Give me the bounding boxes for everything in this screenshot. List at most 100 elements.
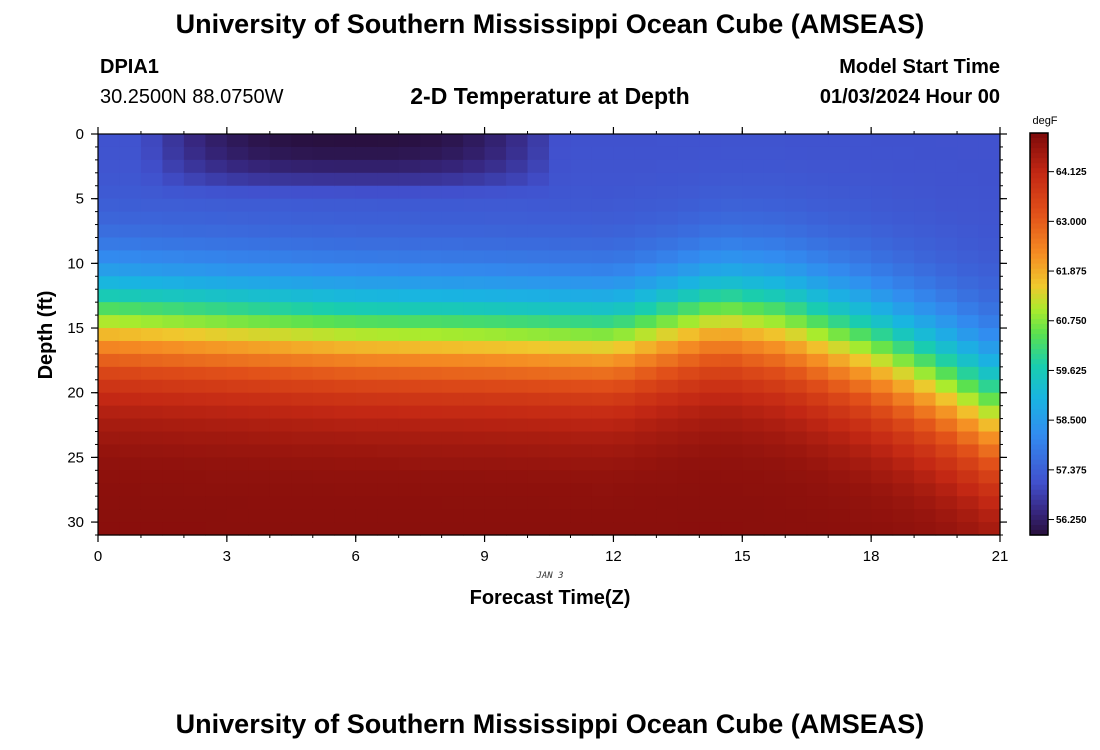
heatmap-cell	[183, 431, 206, 446]
heatmap-cell	[806, 353, 829, 368]
heatmap-cell	[978, 224, 1001, 239]
heatmap-cell	[441, 483, 464, 497]
heatmap-cell	[334, 172, 357, 187]
heatmap-cell	[98, 172, 121, 187]
heatmap-cell	[226, 353, 249, 368]
heatmap-cell	[441, 146, 464, 161]
heatmap-cell	[312, 276, 335, 290]
heatmap-cell	[892, 276, 915, 290]
heatmap-cell	[119, 198, 142, 213]
heatmap-cell	[334, 146, 357, 161]
heatmap-cell	[183, 418, 206, 433]
heatmap-cell	[140, 302, 164, 316]
heatmap-cell	[849, 211, 872, 226]
x-tick-label: 15	[734, 548, 751, 565]
heatmap-cell	[699, 237, 722, 252]
heatmap-cell	[935, 444, 958, 458]
heatmap-cell	[527, 392, 550, 407]
heatmap-cell	[613, 159, 636, 174]
heatmap-cell	[205, 211, 228, 226]
heatmap-cell	[656, 444, 679, 458]
heatmap-cell	[634, 276, 657, 290]
heatmap-cell	[119, 522, 142, 536]
heatmap-cell	[871, 353, 894, 368]
heatmap-cell	[463, 172, 486, 187]
heatmap-cell	[377, 172, 400, 187]
heatmap-cell	[720, 276, 743, 290]
heatmap-cell	[355, 276, 378, 290]
heatmap-cell	[205, 483, 228, 497]
heatmap-cell	[140, 353, 164, 368]
heatmap-cell	[463, 198, 486, 213]
x-tick-label: 12	[605, 548, 622, 565]
heatmap-cell	[591, 315, 615, 329]
heatmap-cell	[806, 366, 829, 381]
heatmap-cell	[248, 340, 271, 355]
heatmap-cell	[914, 237, 937, 252]
heatmap-cell	[527, 444, 550, 458]
colorbar-swatch	[1030, 504, 1048, 511]
colorbar-swatch	[1030, 424, 1048, 431]
heatmap-cell	[269, 444, 292, 458]
x-axis-label: Forecast Time(Z)	[470, 587, 631, 609]
heatmap-cell	[849, 379, 872, 394]
heatmap-cell	[849, 340, 872, 355]
heatmap-cell	[978, 470, 1001, 484]
heatmap-cell	[634, 159, 657, 174]
heatmap-cell	[763, 431, 786, 446]
colorbar-swatch	[1030, 233, 1048, 240]
heatmap-cell	[785, 353, 808, 368]
heatmap-cell	[957, 340, 980, 355]
heatmap-cell	[334, 237, 357, 252]
heatmap-cell	[463, 405, 486, 420]
heatmap-cell	[291, 353, 314, 368]
heatmap-cell	[269, 470, 292, 484]
heatmap-cell	[935, 146, 958, 161]
heatmap-cell	[828, 470, 851, 484]
heatmap-cell	[720, 418, 743, 433]
heatmap-cell	[527, 134, 550, 148]
heatmap-cell	[720, 159, 743, 174]
heatmap-cell	[463, 444, 486, 458]
heatmap-cell	[892, 172, 915, 187]
heatmap-cell	[828, 263, 851, 277]
heatmap-cell	[355, 211, 378, 226]
heatmap-cell	[205, 146, 228, 161]
heatmap-cell	[420, 159, 443, 174]
heatmap-cell	[785, 418, 808, 433]
heatmap-cell	[634, 198, 657, 213]
colorbar-swatch	[1030, 303, 1048, 310]
heatmap-cell	[591, 250, 615, 264]
heatmap-cell	[763, 315, 786, 329]
heatmap-cell	[699, 315, 722, 329]
heatmap-cell	[828, 315, 851, 329]
heatmap-cell	[441, 302, 464, 316]
heatmap-cell	[935, 522, 958, 536]
heatmap-cell	[291, 172, 314, 187]
heatmap-cell	[978, 328, 1001, 342]
heatmap-cell	[892, 289, 915, 303]
heatmap-cell	[506, 172, 529, 187]
heatmap-cell	[119, 431, 142, 446]
heatmap-cell	[527, 509, 550, 523]
heatmap-cell	[398, 392, 421, 407]
heatmap-cell	[785, 134, 808, 148]
heatmap-cell	[591, 340, 615, 355]
heatmap-cell	[957, 302, 980, 316]
heatmap-cell	[269, 198, 292, 213]
heatmap-cell	[398, 315, 421, 329]
heatmap-cell	[656, 198, 679, 213]
heatmap-cell	[269, 328, 292, 342]
heatmap-cell	[183, 159, 206, 174]
heatmap-cell	[549, 328, 572, 342]
heatmap-cell	[785, 263, 808, 277]
heatmap-cell	[226, 457, 249, 471]
heatmap-cell	[613, 379, 636, 394]
heatmap-cell	[269, 392, 292, 407]
heatmap-cell	[420, 496, 443, 510]
heatmap-cell	[162, 405, 185, 420]
heatmap-cell	[248, 276, 271, 290]
heatmap-cell	[591, 237, 615, 252]
heatmap-cell	[871, 315, 894, 329]
heatmap-cell	[398, 276, 421, 290]
